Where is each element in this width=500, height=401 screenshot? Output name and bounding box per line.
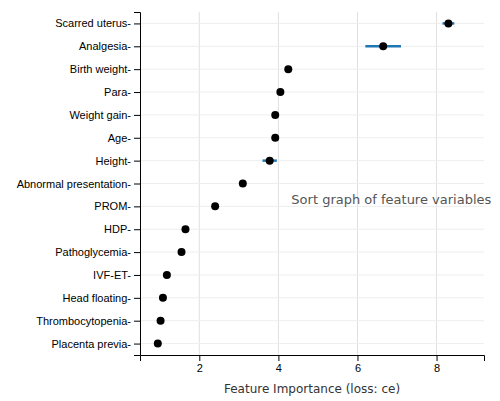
dot [271, 111, 279, 119]
y-tick-mark [134, 252, 140, 253]
y-tick: Age- [108, 132, 140, 144]
grid-line-y [140, 183, 484, 184]
y-tick: Head floating- [63, 292, 141, 304]
y-tick: Abnormal presentation- [17, 178, 140, 190]
x-tick-label: 4 [276, 362, 282, 374]
dot [178, 248, 186, 256]
y-tick-mark [134, 138, 140, 139]
grid-line-y [140, 69, 484, 70]
y-tick-label: Height- [96, 155, 132, 167]
y-tick-label: Para- [104, 86, 131, 98]
y-tick: Birth weight- [70, 63, 140, 75]
grid-line-y [140, 46, 484, 47]
y-tick-mark [134, 184, 140, 185]
grid-line-y [140, 252, 484, 253]
x-tick: 2 [197, 355, 203, 374]
grid-line-y [140, 229, 484, 230]
dot [271, 134, 279, 142]
grid-line-y [140, 114, 484, 115]
y-tick-mark [134, 298, 140, 299]
dot [276, 88, 284, 96]
y-tick: IVF-ET- [93, 269, 140, 281]
y-tick-mark [134, 69, 140, 70]
y-tick-label: Birth weight- [70, 63, 131, 75]
plot-area: 2 4 6 8 Placenta previa- Thrombocytopenia- Hea… [17, 12, 492, 396]
y-tick: Thrombocytopenia- [36, 315, 140, 327]
y-tick-label: Weight gain- [69, 109, 131, 121]
y-tick-mark [134, 229, 140, 230]
y-tick: Scarred uterus- [55, 17, 140, 29]
y-tick-mark [134, 344, 140, 345]
x-tick-label: 2 [197, 362, 203, 374]
dot [181, 225, 189, 233]
y-tick: Placenta previa- [52, 338, 141, 350]
annotation: Sort graph of feature variables [291, 192, 491, 207]
marks [154, 19, 455, 347]
y-axis: Placenta previa- Thrombocytopenia- Head fl… [17, 13, 141, 356]
x-tick: 4 [276, 355, 282, 374]
grid-line-y [140, 343, 484, 344]
y-tick: HDP- [104, 223, 140, 235]
y-tick-label: IVF-ET- [93, 269, 131, 281]
x-axis-title: Feature Importance (loss: ce) [224, 382, 400, 396]
y-tick: Pathoglycemia- [55, 246, 140, 258]
y-tick-label: Analgesia- [79, 40, 131, 52]
y-tick: PROM- [94, 200, 140, 212]
grid [140, 12, 484, 355]
dot [266, 157, 274, 165]
grid-line-y [140, 23, 484, 24]
y-tick-label: Placenta previa- [52, 338, 132, 350]
dot [239, 180, 247, 188]
x-tick-mark [199, 355, 200, 361]
y-tick-mark [134, 23, 140, 24]
y-tick-label: HDP- [104, 223, 131, 235]
y-tick-label: PROM- [94, 200, 131, 212]
x-tick: 6 [355, 355, 361, 374]
dot [159, 294, 167, 302]
y-tick-label: Pathoglycemia- [55, 246, 131, 258]
dot [379, 42, 387, 50]
x-tick-label: 8 [434, 362, 440, 374]
y-axis-line [134, 13, 141, 356]
y-tick-mark [134, 161, 140, 162]
chart-container: 2 4 6 8 Placenta previa- Thrombocytopenia- Hea… [0, 0, 500, 401]
x-tick-mark [278, 355, 279, 361]
grid-line-y [140, 320, 484, 321]
grid-line-y [140, 160, 484, 161]
x-tick-mark [437, 355, 438, 361]
dot [163, 271, 171, 279]
dot [444, 19, 452, 27]
dot [284, 65, 292, 73]
y-tick-label: Thrombocytopenia- [36, 315, 131, 327]
chart-svg: 2 4 6 8 Placenta previa- Thrombocytopenia- Hea… [0, 0, 500, 401]
y-tick-mark [134, 275, 140, 276]
grid-line-y [140, 92, 484, 93]
dot [154, 340, 162, 348]
y-tick-mark [134, 206, 140, 207]
y-tick: Weight gain- [69, 109, 140, 121]
y-tick-mark [134, 46, 140, 47]
grid-line-y [140, 297, 484, 298]
x-tick-mark [357, 355, 358, 361]
y-tick-label: Head floating- [63, 292, 132, 304]
y-tick: Para- [104, 86, 140, 98]
grid-line-y [140, 274, 484, 275]
y-tick: Analgesia- [79, 40, 140, 52]
x-axis-line [141, 356, 485, 362]
y-tick-label: Abnormal presentation- [17, 178, 132, 190]
dot [211, 202, 219, 210]
x-tick: 8 [434, 355, 440, 374]
y-tick: Height- [96, 155, 140, 167]
x-axis: 2 4 6 8 [141, 355, 485, 374]
y-tick-mark [134, 321, 140, 322]
y-tick-mark [134, 92, 140, 93]
y-tick-label: Scarred uterus- [55, 17, 131, 29]
dot [157, 317, 165, 325]
grid-line-y [140, 137, 484, 138]
x-tick-label: 6 [355, 362, 361, 374]
y-tick-mark [134, 115, 140, 116]
y-tick-label: Age- [108, 132, 132, 144]
